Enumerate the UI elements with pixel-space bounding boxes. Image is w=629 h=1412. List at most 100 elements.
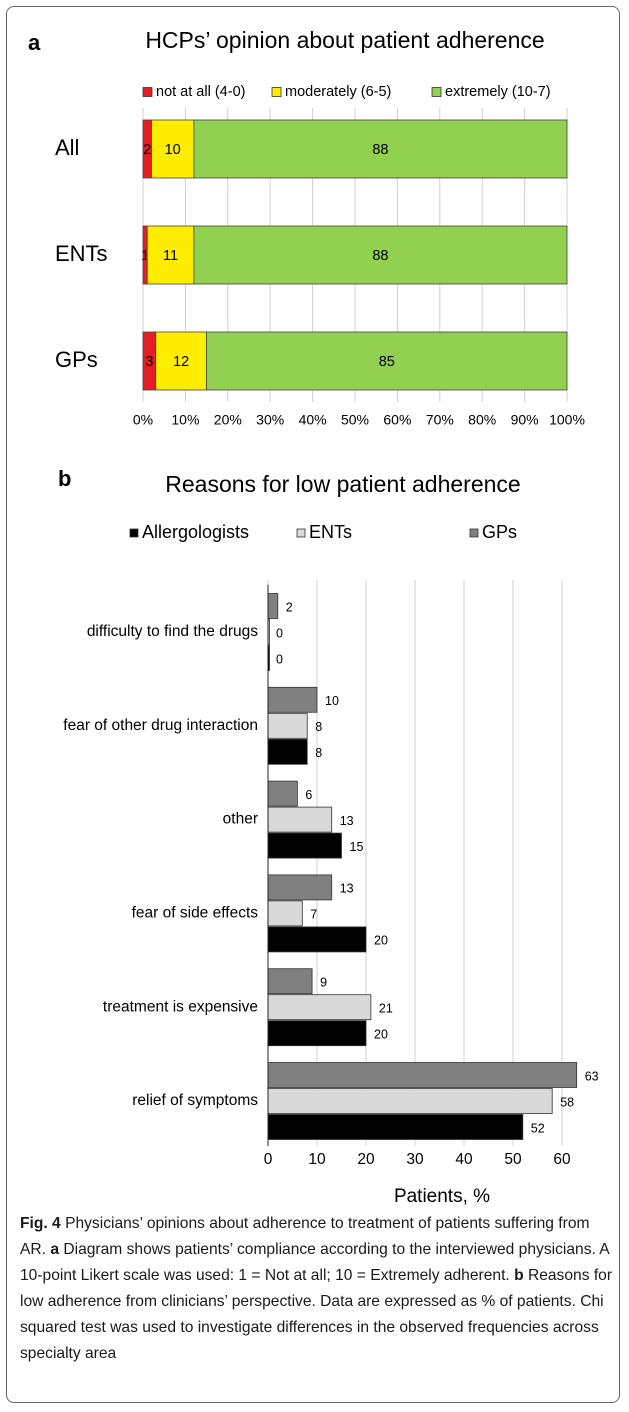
value-label: 3 [145, 354, 153, 370]
x-tick-label: 60 [553, 1151, 571, 1168]
value-label: 15 [350, 840, 364, 854]
figure-frame [6, 6, 620, 1403]
bar [267, 712, 308, 739]
x-tick-label: 100% [549, 412, 585, 428]
value-label: 8 [315, 746, 322, 760]
caption-text: Physicians’ opinions about adherence to … [20, 1215, 590, 1258]
bar [267, 1020, 367, 1047]
bar [267, 832, 342, 859]
value-label: 10 [325, 694, 339, 708]
caption-text: Diagram shows patients’ compliance accor… [20, 1241, 609, 1284]
value-label: 21 [379, 1001, 393, 1015]
value-label: 10 [165, 142, 181, 158]
legend-swatch [469, 528, 479, 538]
panel-label: a [28, 30, 41, 55]
legend-label: ENTs [309, 522, 352, 542]
x-axis-label: Patients, % [394, 1186, 490, 1207]
value-label: 0 [276, 626, 283, 640]
value-label: 7 [310, 908, 317, 922]
panel-label: b [58, 466, 71, 491]
legend-label: Allergologists [142, 522, 249, 542]
value-label: 52 [531, 1121, 545, 1135]
x-tick-label: 20 [357, 1151, 375, 1168]
legend-label: extremely (10-7) [445, 84, 551, 100]
legend-label: not at all (4-0) [156, 84, 245, 100]
value-label: 9 [320, 975, 327, 989]
chart-title: HCPs’ opinion about patient adherence [145, 27, 544, 53]
category-label: other [223, 811, 258, 828]
value-label: 88 [372, 142, 388, 158]
category-label: ENTs [55, 241, 108, 266]
bar [267, 874, 333, 901]
value-label: 20 [374, 934, 388, 948]
category-label: fear of side effects [132, 904, 259, 921]
bar-segment [146, 225, 195, 285]
legend-swatch [296, 528, 306, 538]
x-tick-label: 50 [504, 1151, 522, 1168]
bar-segment [155, 331, 208, 391]
caption-text: Fig. 4 [20, 1215, 61, 1232]
bar-segment [193, 225, 568, 285]
x-tick-label: 0% [133, 412, 153, 428]
caption-text: Reasons for low adherence from clinician… [20, 1267, 613, 1362]
bar-segment [193, 119, 568, 179]
x-tick-label: 40 [455, 1151, 473, 1168]
bar [267, 738, 308, 765]
bar [267, 1062, 578, 1088]
value-label: 58 [560, 1095, 574, 1109]
value-label: 63 [585, 1069, 599, 1083]
legend-swatch [142, 87, 153, 97]
value-label: 88 [372, 248, 388, 264]
x-tick-label: 0 [264, 1151, 273, 1168]
x-tick-label: 60% [383, 412, 411, 428]
bar [267, 1114, 524, 1140]
legend-swatch [271, 87, 282, 97]
value-label: 0 [276, 652, 283, 666]
x-tick-label: 50% [341, 412, 369, 428]
x-tick-label: 80% [468, 412, 496, 428]
x-tick-label: 10% [171, 412, 199, 428]
x-tick-label: 10 [308, 1151, 326, 1168]
caption-text: a [50, 1241, 60, 1258]
legend-swatch [431, 87, 442, 97]
bar [267, 1088, 553, 1114]
category-label: difficulty to find the drugs [87, 623, 258, 640]
bar [267, 686, 318, 713]
x-tick-label: 90% [511, 412, 539, 428]
bar [267, 593, 279, 619]
x-tick-label: 40% [299, 412, 327, 428]
caption: Fig. 4 Physicians’ opinions about adhere… [20, 1211, 616, 1367]
legend-swatch [129, 528, 139, 538]
caption-text: b [514, 1267, 524, 1284]
category-label: relief of symptoms [132, 1092, 258, 1109]
legend-label: moderately (6-5) [285, 84, 391, 100]
chart-title: Reasons for low patient adherence [165, 471, 520, 497]
value-label: 1 [141, 248, 149, 264]
category-label: treatment is expensive [103, 998, 258, 1015]
x-tick-label: 30% [256, 412, 284, 428]
value-label: 20 [374, 1027, 388, 1041]
bar-segment [206, 331, 568, 391]
value-label: 2 [286, 600, 293, 614]
value-label: 11 [163, 248, 178, 264]
value-label: 6 [305, 788, 312, 802]
category-label: GPs [55, 347, 98, 372]
bar [267, 900, 303, 927]
bar [267, 926, 367, 953]
category-label: All [55, 135, 79, 160]
value-label: 2 [143, 142, 151, 158]
value-label: 12 [173, 354, 189, 370]
bar [267, 968, 313, 995]
legend-label: GPs [482, 522, 517, 542]
x-tick-label: 30 [406, 1151, 424, 1168]
value-label: 8 [315, 720, 322, 734]
x-tick-label: 20% [214, 412, 242, 428]
value-label: 85 [379, 354, 395, 370]
bar [267, 994, 372, 1021]
bar [267, 806, 333, 833]
category-label: fear of other drug interaction [63, 717, 258, 734]
x-tick-label: 70% [426, 412, 454, 428]
value-label: 13 [340, 814, 354, 828]
value-label: 13 [340, 882, 354, 896]
